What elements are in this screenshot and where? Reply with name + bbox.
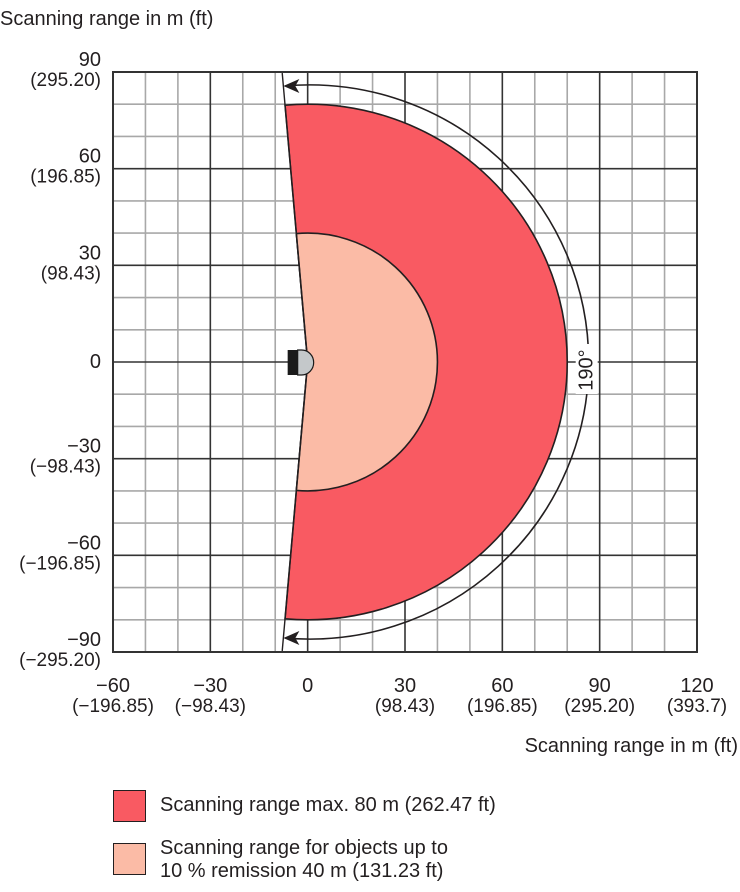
y-tick-sublabel: (−196.85) [19, 553, 101, 574]
x-axis-title: Scanning range in m (ft) [525, 735, 738, 757]
sensor-body-icon [287, 350, 298, 375]
arrowhead-top-icon [283, 78, 300, 93]
angle-extension-line-top [281, 73, 309, 363]
y-tick-sublabel: (−98.43) [30, 457, 101, 478]
y-tick-sublabel: (−295.20) [19, 650, 101, 671]
y-tick-sublabel: (98.43) [41, 263, 101, 284]
x-tick-label: 0 [302, 675, 313, 697]
x-tick-sublabel: (−196.85) [72, 696, 154, 717]
x-tick-label: −60 [96, 675, 130, 697]
x-tick-label: 120 [680, 675, 713, 697]
x-tick-sublabel: (98.43) [375, 696, 435, 717]
plot-frame [112, 71, 698, 653]
legend-label-max-range: Scanning range max. 80 m (262.47 ft) [160, 794, 496, 816]
y-tick-label: −30 [67, 436, 101, 458]
sector-remission-range [295, 232, 439, 492]
x-tick-sublabel: (393.7) [667, 696, 727, 717]
legend-item-max-range: Scanning range max. 80 m (262.47 ft) [113, 790, 496, 822]
angle-label: 190° [576, 349, 598, 390]
legend-label-remission-line2: 10 % remission 40 m (131.23 ft) [160, 860, 444, 882]
x-tick-sublabel: (196.85) [467, 696, 538, 717]
sensor-head-icon [297, 349, 315, 376]
legend-swatch-remission-range [113, 843, 146, 875]
x-tick-label: 60 [491, 675, 513, 697]
y-tick-label: 30 [79, 242, 101, 264]
x-tick-label: 90 [589, 675, 611, 697]
angle-extension-line-bottom [281, 361, 309, 651]
y-tick-label: −60 [67, 532, 101, 554]
x-tick-sublabel: (295.20) [564, 696, 635, 717]
y-tick-label: 90 [79, 49, 101, 71]
legend-item-remission-range: Scanning range for objects up to 10 % re… [113, 837, 448, 883]
x-tick-label: 30 [394, 675, 416, 697]
arrowhead-bottom-icon [283, 631, 300, 646]
y-axis-title: Scanning range in m (ft) [0, 8, 213, 30]
y-tick-sublabel: (295.20) [30, 70, 101, 91]
x-tick-sublabel: (−98.43) [175, 696, 246, 717]
angle-label-background [575, 344, 598, 394]
x-tick-label: −30 [193, 675, 227, 697]
y-tick-label: 60 [79, 146, 101, 168]
y-tick-label: 0 [90, 351, 101, 373]
legend-label-remission-line1: Scanning range for objects up to [160, 837, 448, 859]
y-tick-sublabel: (196.85) [30, 167, 101, 188]
y-tick-label: −90 [67, 629, 101, 651]
legend-swatch-max-range [113, 790, 146, 822]
